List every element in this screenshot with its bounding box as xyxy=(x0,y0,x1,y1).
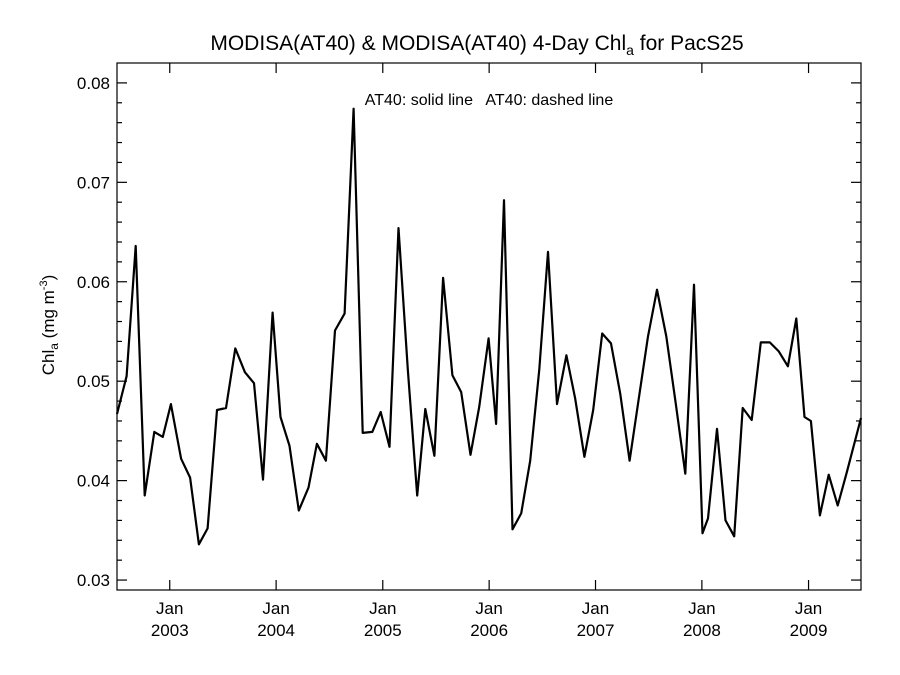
y-axis-label-units: (mg m xyxy=(39,290,58,343)
x-tick-label-month: Jan xyxy=(475,599,502,618)
x-tick-label-year: 2003 xyxy=(151,621,189,640)
x-tick-label-month: Jan xyxy=(688,599,715,618)
x-tick-label-month: Jan xyxy=(262,599,289,618)
y-tick-label: 0.05 xyxy=(77,372,110,391)
y-tick-label: 0.03 xyxy=(77,571,110,590)
y-axis-label-subscript: a xyxy=(47,343,61,350)
x-tick-label-year: 2004 xyxy=(257,621,295,640)
y-tick-label: 0.06 xyxy=(77,273,110,292)
chart-annotation: AT40: solid line AT40: dashed line xyxy=(365,92,614,109)
chart-title-suffix: for PacS25 xyxy=(634,32,744,55)
x-tick-label-year: 2007 xyxy=(577,621,615,640)
y-axis-label-units-superscript: -3 xyxy=(38,280,50,290)
x-tick-label-year: 2005 xyxy=(364,621,402,640)
plot-area: 0.03 0.04 0.05 0.06 0.07 0.08 Jan 2003 Jan 2004 Ja… xyxy=(77,62,863,640)
y-axis-label-main: Chl xyxy=(39,350,58,376)
chart-title: MODISA(AT40) & MODISA(AT40) 4-Day Chla f… xyxy=(210,32,743,58)
chart-title-subscript: a xyxy=(626,42,634,58)
series-line xyxy=(115,107,863,546)
y-tick-label: 0.08 xyxy=(77,74,110,93)
y-tick-label: 0.04 xyxy=(77,472,110,491)
plot-frame xyxy=(116,62,862,591)
y-axis-label-units-close: ) xyxy=(39,275,58,281)
x-tick-label-month: Jan xyxy=(795,599,822,618)
x-tick-label-month: Jan xyxy=(582,599,609,618)
x-tick-label-month: Jan xyxy=(369,599,396,618)
x-tick-label-year: 2008 xyxy=(683,621,721,640)
x-tick-label-year: 2006 xyxy=(470,621,508,640)
y-axis-label: Chla (mg m-3) xyxy=(38,275,61,376)
x-tick-label-year: 2009 xyxy=(790,621,828,640)
chart-title-main: MODISA(AT40) & MODISA(AT40) 4-Day Chl xyxy=(210,32,626,55)
x-tick-label-month: Jan xyxy=(156,599,183,618)
y-tick-label: 0.07 xyxy=(77,173,110,192)
